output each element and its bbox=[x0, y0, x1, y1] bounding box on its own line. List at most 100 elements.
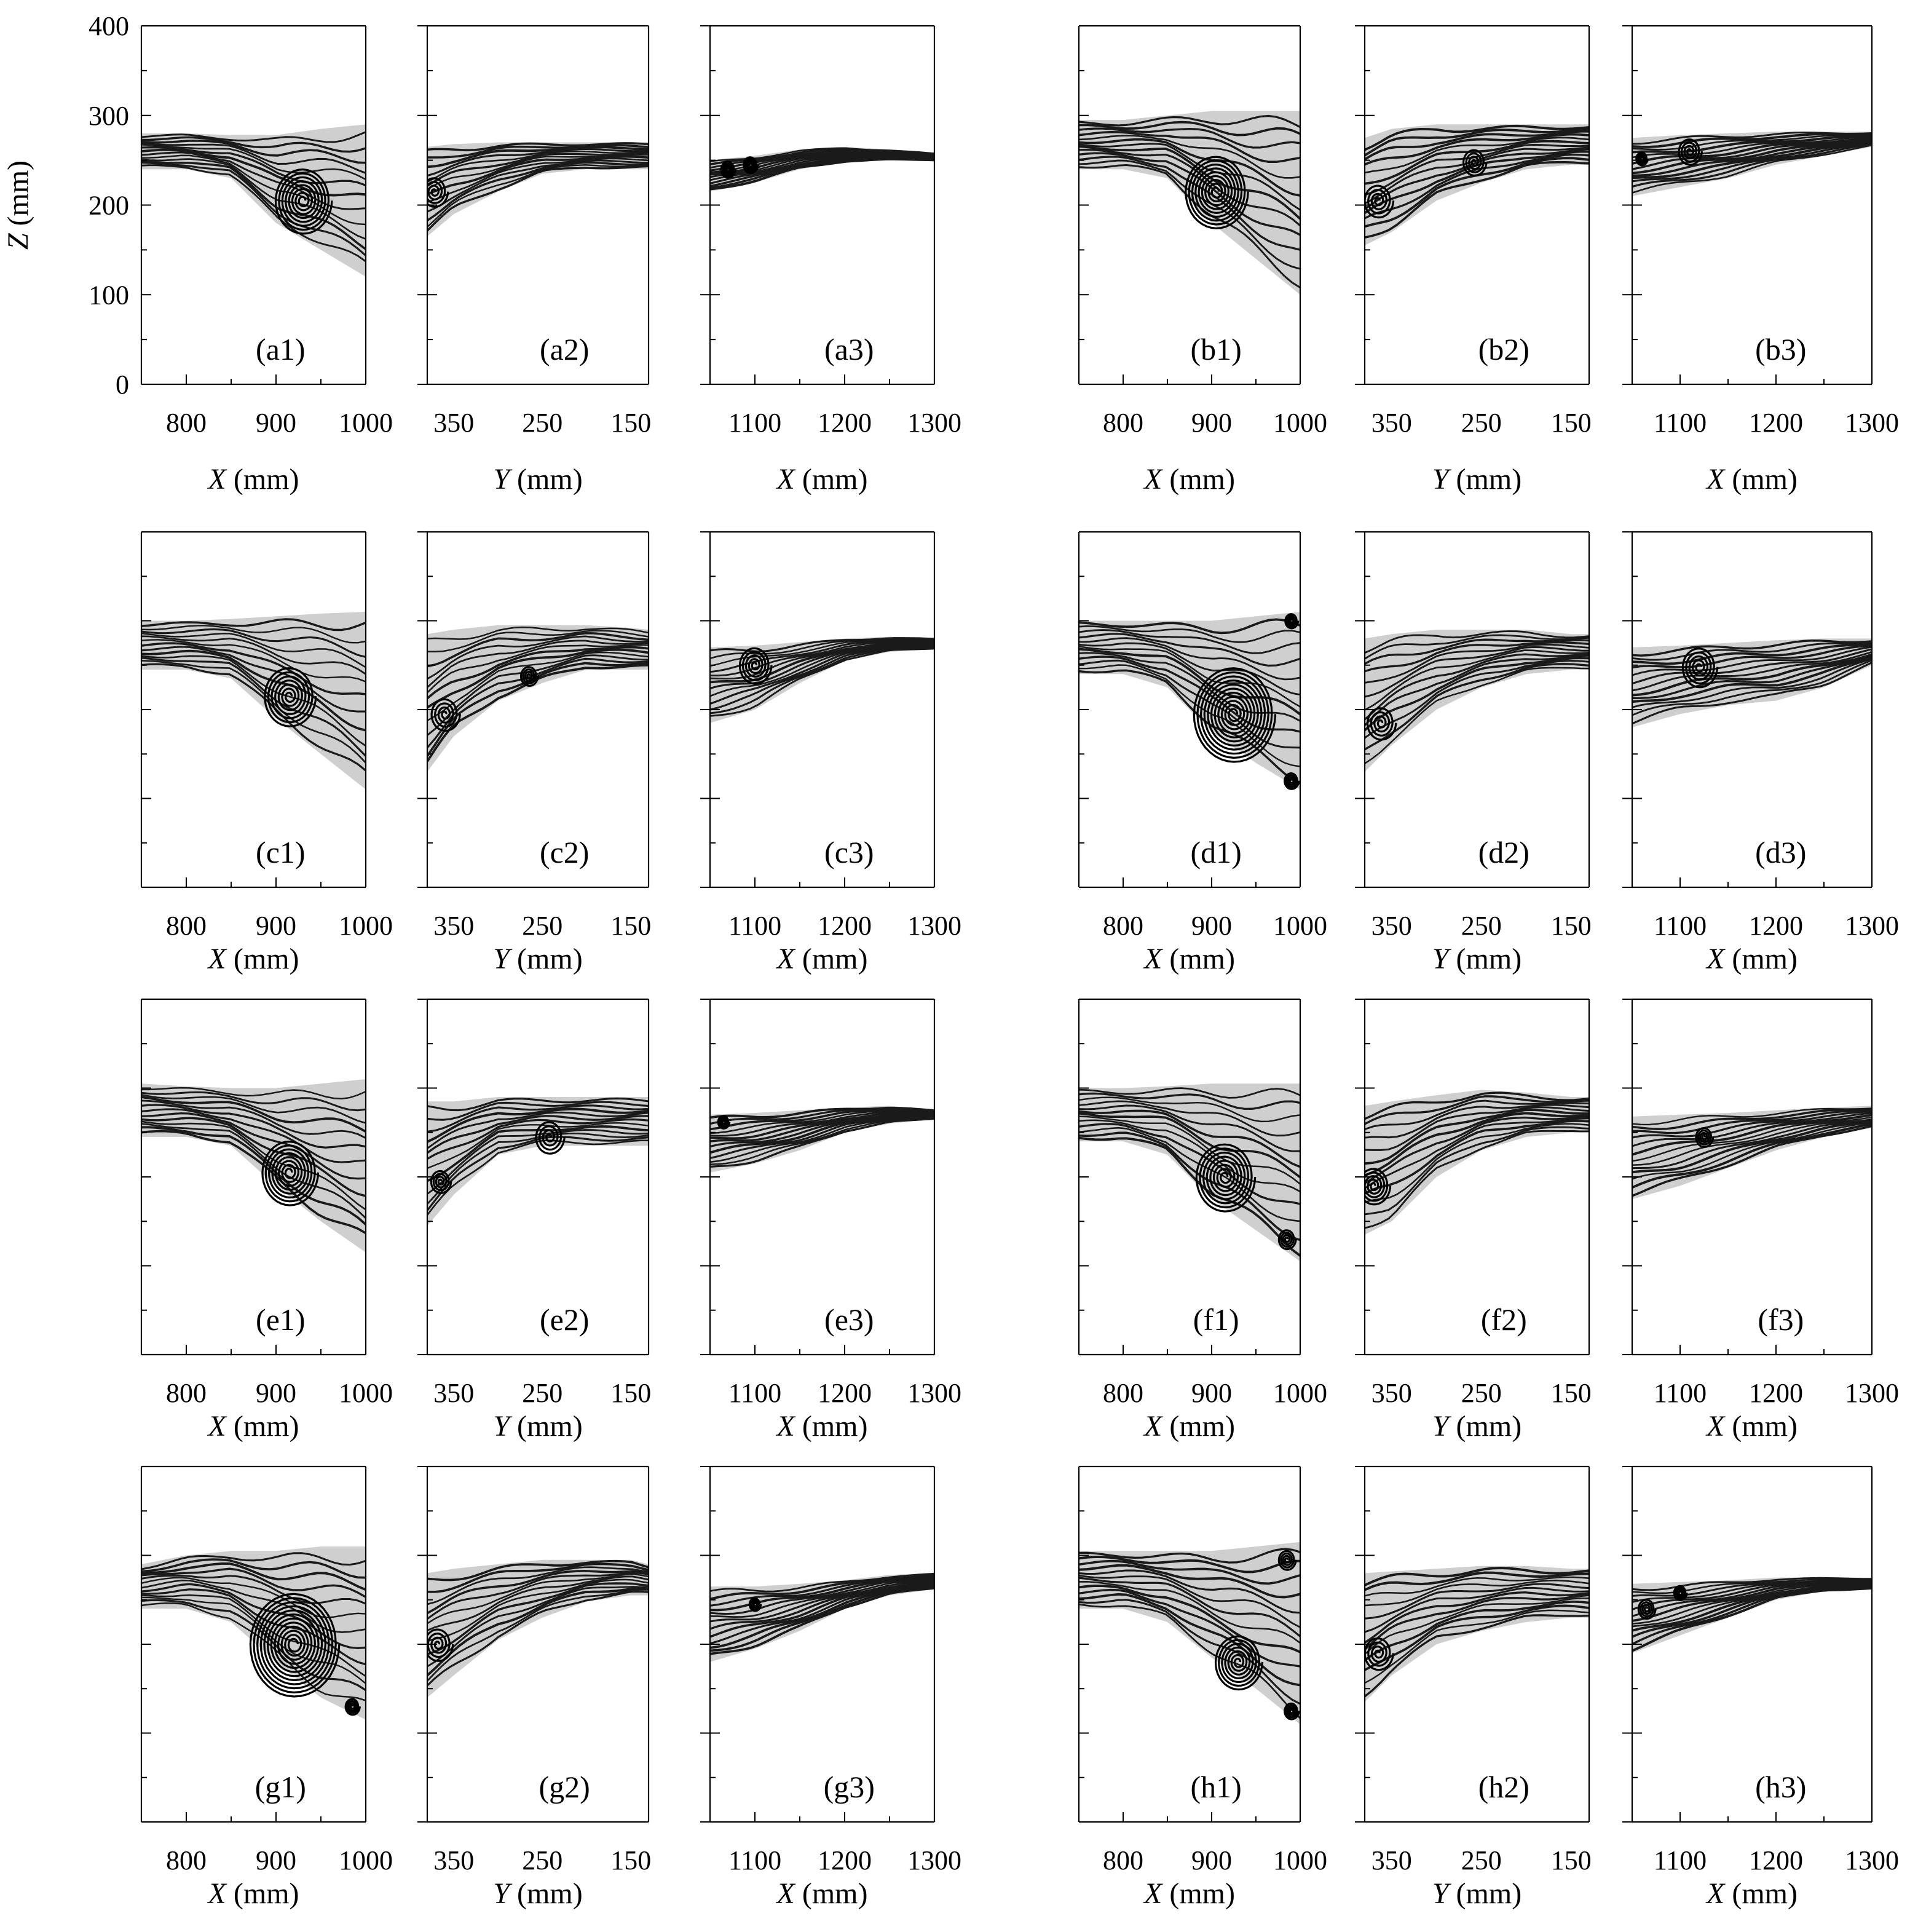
panel-label: (g3) bbox=[824, 1770, 875, 1804]
streamline bbox=[427, 632, 649, 668]
x-axis-unit: (mm) bbox=[1449, 463, 1522, 496]
panel-label: (e3) bbox=[824, 1302, 874, 1337]
streamline bbox=[1079, 1136, 1300, 1257]
streamline bbox=[1632, 1118, 1872, 1166]
streamline bbox=[1365, 657, 1589, 732]
streamline bbox=[1632, 133, 1872, 148]
x-tick-label: 150 bbox=[610, 1845, 651, 1875]
panel-a1: 0 100 200 300 400 Z (mm) 800 900 1000 X (mm) (a1) bbox=[2, 11, 393, 496]
x-axis-unit: (mm) bbox=[1724, 1410, 1798, 1443]
streamline bbox=[427, 157, 649, 204]
streamline bbox=[1079, 669, 1300, 785]
streamline bbox=[427, 1097, 649, 1112]
x-axis-var: X bbox=[207, 1410, 227, 1443]
streamline bbox=[427, 644, 649, 694]
streamline bbox=[1632, 1584, 1872, 1632]
streamline bbox=[427, 144, 649, 159]
panel-label: (b1) bbox=[1191, 332, 1242, 366]
streamline bbox=[1079, 1109, 1300, 1168]
y-axis-label: Z (mm) bbox=[2, 160, 34, 250]
x-axis-unit: (mm) bbox=[226, 943, 299, 975]
streamline bbox=[710, 1114, 934, 1148]
x-tick-label: 350 bbox=[1371, 1378, 1412, 1408]
streamline bbox=[1632, 1579, 1872, 1603]
x-tick-label: 1300 bbox=[907, 1845, 961, 1875]
streamline bbox=[427, 1590, 649, 1687]
vortex-2 bbox=[1673, 1585, 1688, 1601]
streamline bbox=[427, 646, 649, 700]
streamline bbox=[1079, 138, 1300, 197]
x-tick-label: 900 bbox=[1191, 1378, 1232, 1408]
x-axis-label: X (mm) bbox=[776, 1410, 868, 1443]
flow-region bbox=[1365, 124, 1589, 246]
streamline bbox=[710, 1108, 934, 1125]
streamline bbox=[1365, 641, 1589, 673]
streamline bbox=[710, 1109, 934, 1131]
x-axis-label: Y (mm) bbox=[1432, 463, 1521, 496]
x-tick-label: 1200 bbox=[1749, 911, 1803, 941]
x-axis-unit: (mm) bbox=[1162, 943, 1235, 975]
x-axis-unit: (mm) bbox=[1449, 1410, 1522, 1443]
streamline bbox=[1632, 1109, 1872, 1134]
streamline bbox=[1365, 1600, 1589, 1661]
x-axis-unit: (mm) bbox=[795, 1877, 868, 1910]
x-axis-label: X (mm) bbox=[776, 943, 868, 975]
x-axis-unit: (mm) bbox=[1162, 1410, 1235, 1443]
streamline bbox=[1079, 1585, 1300, 1653]
vortex-1 bbox=[249, 1593, 341, 1698]
panel-label: (c3) bbox=[824, 835, 874, 869]
streamline bbox=[427, 651, 649, 721]
streamline bbox=[1365, 667, 1589, 764]
x-tick-label: 1000 bbox=[1273, 1845, 1327, 1875]
streamline bbox=[427, 1587, 649, 1677]
x-axis-label: Y (mm) bbox=[493, 1877, 582, 1910]
streamline bbox=[141, 1574, 366, 1605]
x-axis-var: X bbox=[207, 463, 227, 496]
streamline bbox=[1079, 1092, 1300, 1111]
streamline bbox=[1632, 1577, 1872, 1591]
x-axis-label: X (mm) bbox=[1705, 1410, 1798, 1443]
x-tick-label: 150 bbox=[610, 1378, 651, 1408]
x-tick-label: 150 bbox=[1551, 911, 1592, 941]
x-axis-label: X (mm) bbox=[1143, 1410, 1235, 1443]
panel-h3: 1100 1200 1300 X (mm) (h3) bbox=[1622, 1465, 1899, 1910]
streamline bbox=[427, 657, 649, 749]
vortex-2 bbox=[1277, 1229, 1297, 1251]
vortex-1 bbox=[427, 177, 449, 208]
x-axis-var: X bbox=[1705, 1410, 1726, 1443]
panel-f2: 350 250 150 Y (mm) (f2) bbox=[1355, 998, 1592, 1443]
panel-label: (f3) bbox=[1758, 1302, 1804, 1337]
panel-label: (f2) bbox=[1481, 1302, 1527, 1337]
streamline bbox=[1079, 152, 1300, 236]
x-axis-unit: (mm) bbox=[226, 1410, 299, 1443]
panel-h2: 350 250 150 Y (mm) (h2) bbox=[1355, 1465, 1592, 1910]
streamline bbox=[1365, 1583, 1589, 1620]
streamline bbox=[1632, 135, 1872, 159]
vortex-2 bbox=[1462, 149, 1488, 177]
streamline bbox=[1079, 1588, 1300, 1668]
x-axis-var: X bbox=[776, 463, 796, 496]
streamline bbox=[427, 1578, 649, 1642]
streamline bbox=[1079, 1548, 1300, 1564]
panel-f3: 1100 1200 1300 X (mm) (f3) bbox=[1622, 998, 1899, 1443]
panel-e3: 1100 1200 1300 X (mm) (e3) bbox=[700, 998, 961, 1443]
x-tick-label: 1200 bbox=[1749, 1845, 1803, 1875]
streamline bbox=[1079, 637, 1300, 681]
streamline bbox=[1365, 1614, 1589, 1698]
x-axis-var: X bbox=[1143, 463, 1163, 496]
streamline bbox=[141, 1096, 366, 1133]
x-tick-label: 250 bbox=[1461, 1845, 1502, 1875]
x-tick-label: 250 bbox=[522, 408, 562, 438]
panel-label: (a3) bbox=[824, 332, 874, 366]
x-tick-label: 1000 bbox=[339, 1378, 393, 1408]
streamline bbox=[1632, 662, 1872, 725]
streamline bbox=[427, 654, 649, 736]
x-tick-label: 1000 bbox=[339, 911, 393, 941]
streamline bbox=[710, 1113, 934, 1142]
streamline bbox=[1365, 1091, 1589, 1120]
streamline bbox=[1079, 1131, 1300, 1241]
streamline bbox=[141, 142, 366, 174]
x-axis-var: X bbox=[1143, 1877, 1163, 1910]
streamline bbox=[1365, 1115, 1589, 1184]
streamline bbox=[427, 1562, 649, 1593]
